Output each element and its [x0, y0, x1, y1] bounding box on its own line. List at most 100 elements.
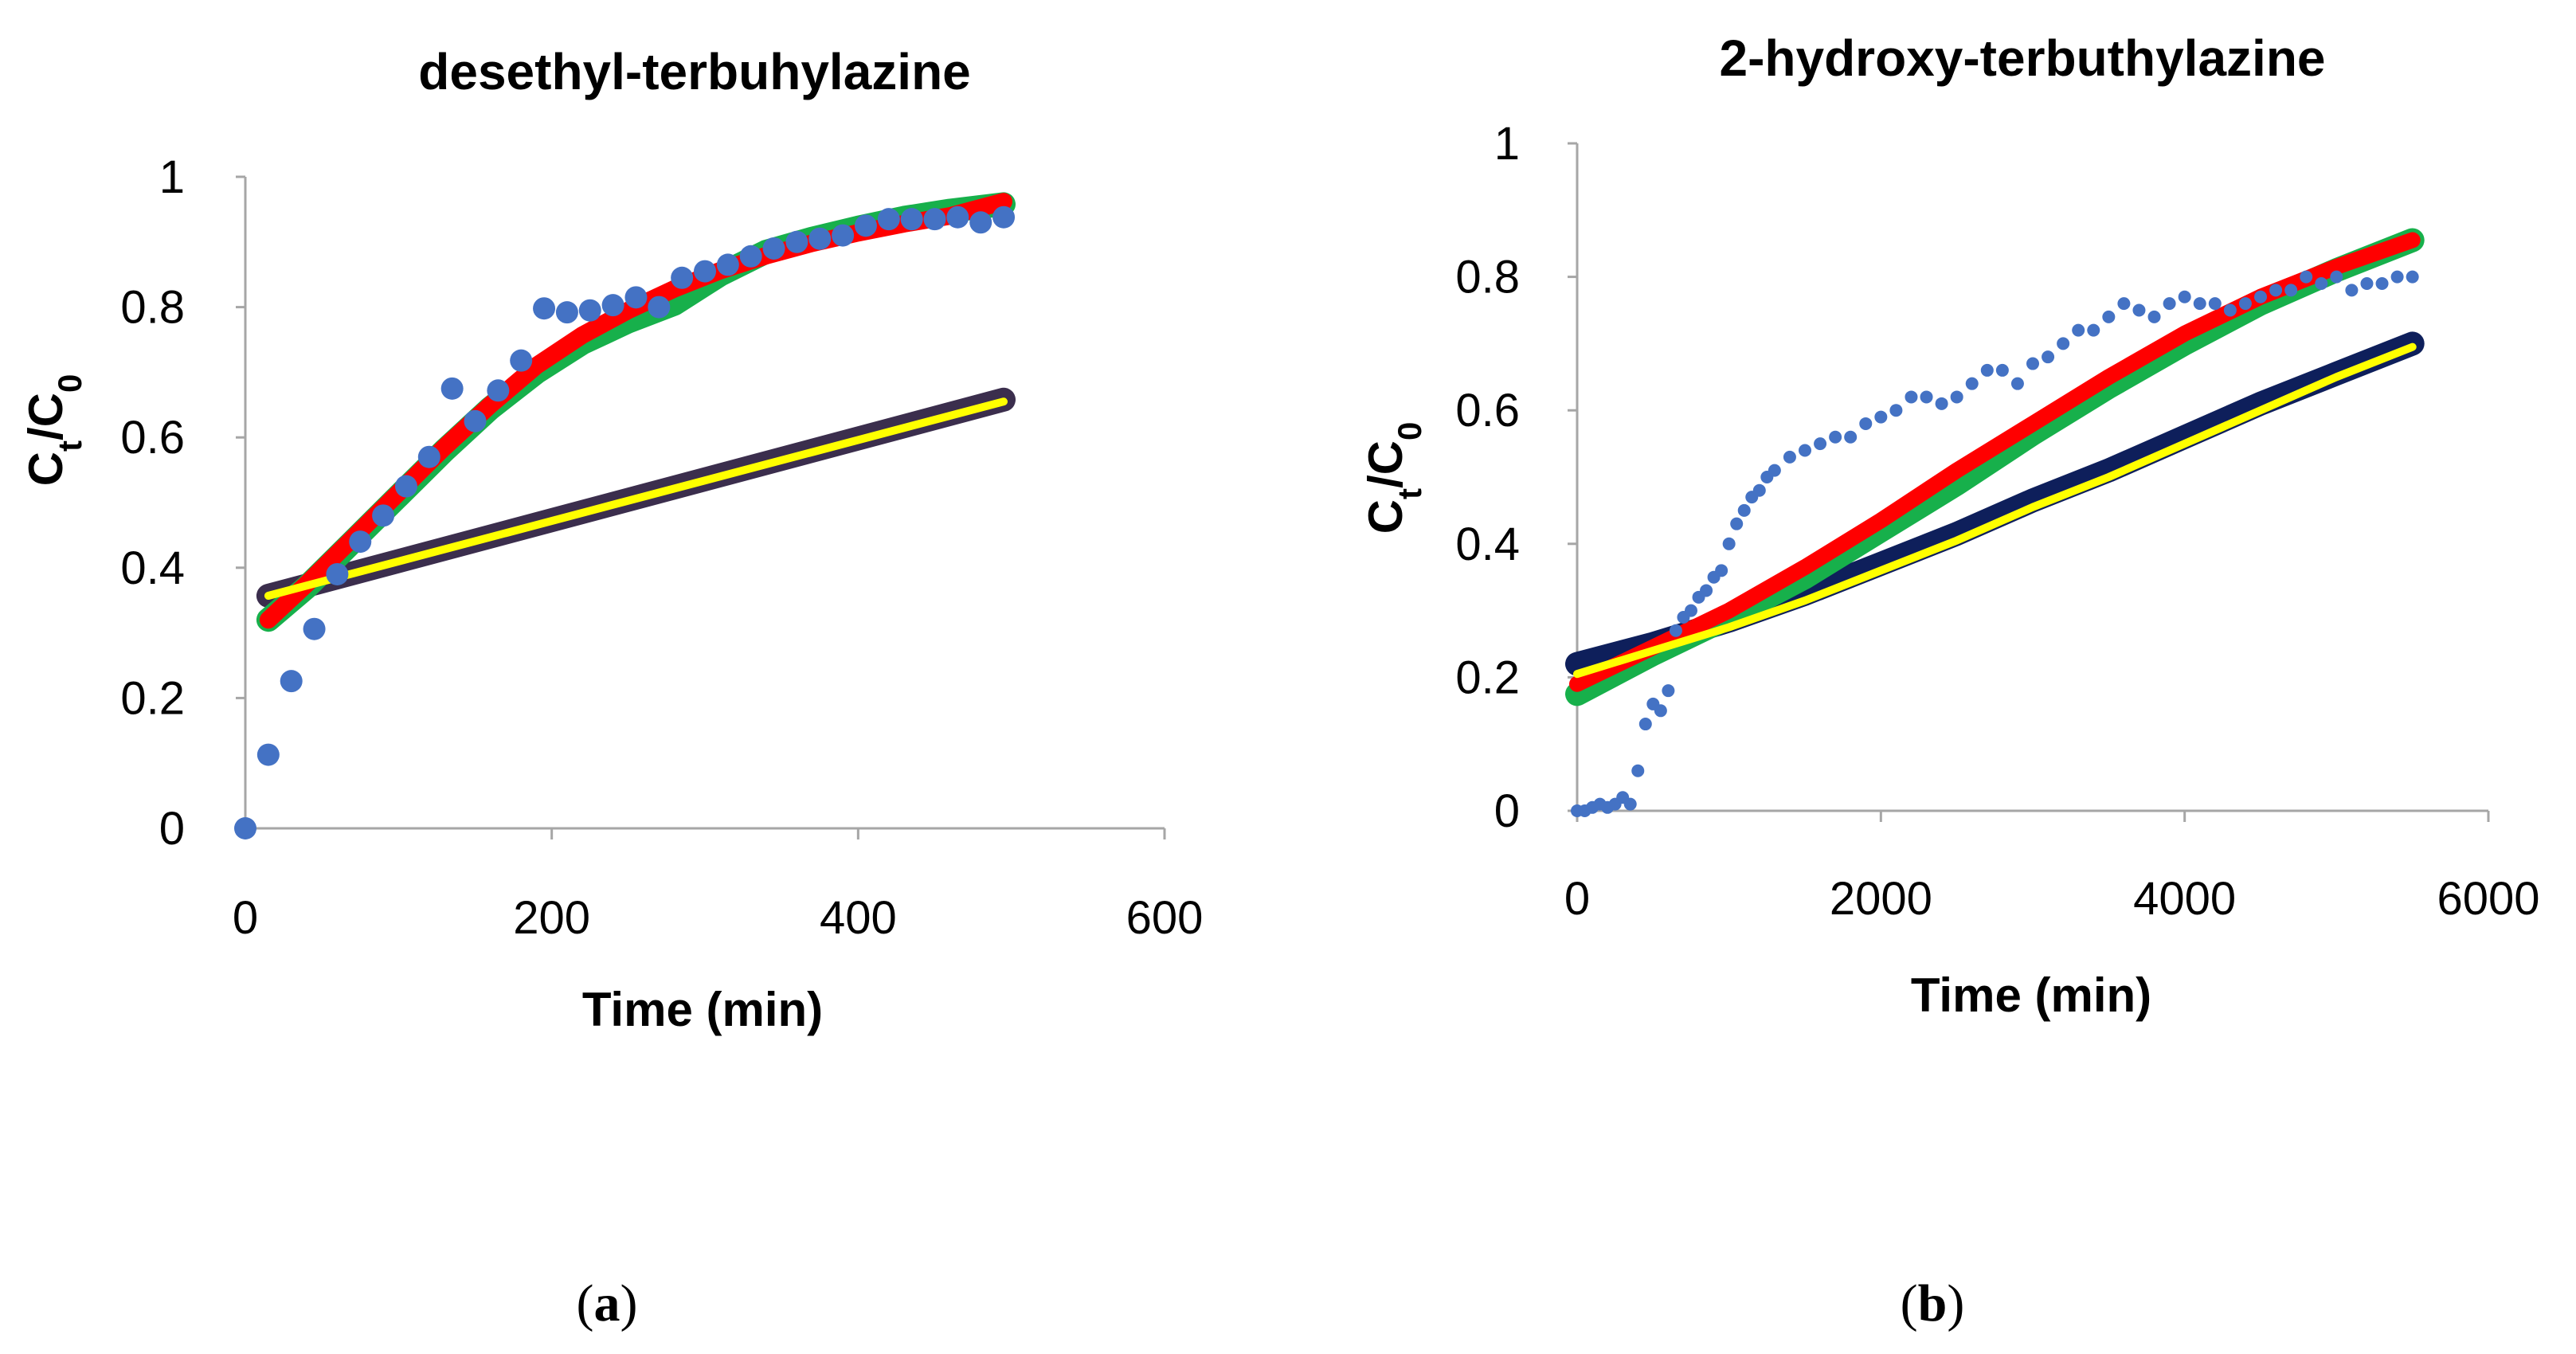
chart-a-y-axis-label-main: C: [19, 452, 72, 486]
chart-a-experimental-point: [808, 227, 832, 250]
chart-b-experimental-point: [2315, 276, 2328, 290]
chart-a-experimental-point: [854, 214, 877, 237]
chart-b-x-tick-label: 6000: [2437, 873, 2539, 925]
chart-b: 2-hydroxy-terbuthylazine Ct/C0 Time (min…: [1359, 29, 2540, 1332]
chart-b-experimental-point: [1623, 797, 1637, 811]
chart-a-experimental-point: [648, 295, 671, 319]
chart-b-experimental-point: [2087, 323, 2100, 337]
chart-a-experimental-point: [992, 205, 1016, 229]
chart-b-experimental-point: [1844, 430, 1858, 444]
chart-b-experimental-point: [2178, 290, 2191, 303]
chart-a-experimental-point: [510, 349, 533, 372]
chart-b-panel-letter: b: [1918, 1274, 1948, 1332]
chart-b-experimental-point: [2330, 270, 2343, 284]
chart-b-experimental-point: [2406, 270, 2419, 284]
chart-a-x-tick-label: 0: [233, 892, 258, 944]
chart-b-experimental-point: [1715, 564, 1728, 577]
chart-a-y-axis-label: Ct/C0: [19, 374, 88, 487]
chart-a: desethyl-terbuhylazine Ct/C0 Time (min) …: [19, 43, 1203, 1332]
chart-a-x-tick-label: 400: [820, 892, 897, 944]
chart-b-experimental-point: [1685, 604, 1697, 617]
chart-b-experimental-point: [1905, 390, 1918, 404]
chart-b-y-tick-label: 1: [1494, 118, 1520, 170]
chart-b-y-axis-label-sep: /C: [1359, 440, 1412, 488]
chart-b-experimental-point: [1920, 390, 1933, 404]
chart-b-experimental-point: [1859, 417, 1873, 430]
chart-a-experimental-point: [946, 205, 969, 229]
chart-b-y-axis-label: Ct/C0: [1359, 422, 1428, 534]
chart-b-plot-area: 0 0.2 0.4 0.6 0.8 1 0 2000 4000 6000: [1455, 118, 2539, 925]
chart-a-panel-label: (a): [577, 1274, 638, 1332]
chart-b-title: 2-hydroxy-terbuthylazine: [1719, 29, 2325, 87]
chart-a-experimental-point: [234, 817, 256, 839]
chart-a-experimental-point: [900, 208, 923, 231]
chart-a-experimental-point: [694, 260, 716, 283]
chart-a-experimental-point: [349, 530, 372, 554]
svg-text:Ct/C0: Ct/C0: [1359, 422, 1428, 534]
chart-a-experimental-point: [394, 475, 417, 498]
chart-b-experimental-point: [2117, 297, 2131, 311]
chart-a-experimental-point: [762, 237, 785, 260]
chart-a-experimental-point: [624, 286, 648, 309]
chart-a-experimental-point: [739, 245, 762, 268]
chart-a-experimental-point: [256, 743, 280, 766]
chart-a-x-tick-label: 200: [513, 892, 590, 944]
chart-b-experimental-point: [2132, 303, 2146, 317]
chart-a-y-tick-label: 0.4: [120, 542, 185, 594]
chart-b-experimental-point: [2223, 303, 2237, 317]
chart-a-experimental-point: [464, 409, 487, 432]
chart-b-panel-label: (b): [1901, 1274, 1965, 1332]
chart-a-experimental-point: [440, 377, 464, 400]
chart-b-experimental-point: [1829, 430, 1842, 444]
chart-b-experimental-point: [1662, 684, 1675, 698]
chart-a-x-axis-label: Time (min): [582, 983, 823, 1036]
chart-b-experimental-point: [2284, 284, 2298, 297]
chart-b-experimental-point: [1889, 404, 1903, 417]
chart-a-experimental-point: [671, 266, 694, 289]
chart-b-experimental-point: [1638, 718, 1652, 731]
chart-b-experimental-point: [1752, 483, 1766, 497]
chart-a-series-wolborska-model: [264, 397, 1008, 600]
chart-b-experimental-point: [1783, 450, 1796, 464]
chart-a-experimental-point: [303, 617, 326, 640]
chart-b-y-axis-label-sub-t: t: [1391, 488, 1428, 499]
chart-a-experimental-point: [487, 379, 510, 402]
chart-a-experimental-point: [923, 208, 946, 231]
chart-a-experimental-point: [578, 299, 601, 322]
chart-b-experimental-point: [1654, 704, 1667, 718]
chart-b-x-tick-label: 2000: [1830, 873, 1932, 925]
chart-b-experimental-point: [1669, 624, 1682, 637]
chart-b-experimental-point: [1965, 377, 1979, 390]
chart-b-experimental-point: [1631, 764, 1645, 777]
chart-b-experimental-point: [1935, 397, 1948, 410]
chart-b-experimental-point: [2390, 270, 2404, 284]
chart-a-experimental-point: [326, 562, 349, 585]
chart-b-experimental-point: [1950, 390, 1963, 404]
chart-b-series-wolborska-model: [1573, 342, 2417, 679]
chart-b-x-axis-label: Time (min): [1911, 969, 2151, 1022]
chart-b-y-tick-label: 0.6: [1455, 385, 1520, 436]
chart-a-y-tick-label: 0.6: [120, 412, 185, 464]
chart-a-plot-area: 0 0.2 0.4 0.6 0.8 1 0 200 400 600: [120, 151, 1203, 944]
chart-a-x-tick-label: 600: [1126, 892, 1204, 944]
chart-b-experimental-point: [2345, 284, 2359, 297]
chart-a-experimental-point: [533, 297, 556, 320]
chart-b-y-tick-label: 0.8: [1455, 252, 1520, 303]
svg-text:Ct/C0: Ct/C0: [19, 374, 88, 487]
chart-a-experimental-point: [785, 230, 808, 253]
chart-b-experimental-point: [2300, 270, 2313, 284]
chart-b-experimental-point: [2163, 297, 2176, 311]
chart-a-experimental-point: [417, 445, 440, 468]
chart-b-experimental-point: [2102, 310, 2116, 323]
chart-a-experimental-point: [601, 294, 624, 317]
chart-b-x-tick-label: 4000: [2133, 873, 2236, 925]
chart-a-y-axis-label-sub-t: t: [51, 440, 88, 452]
chart-b-experimental-point: [1768, 464, 1781, 477]
chart-b-experimental-point: [2375, 276, 2389, 290]
chart-a-y-axis-label-sep: /C: [19, 393, 72, 440]
chart-b-y-axis-label-sub-0: 0: [1391, 422, 1428, 440]
chart-a-experimental-point: [716, 253, 739, 276]
chart-a-experimental-point: [555, 301, 578, 324]
chart-a-experimental-point: [969, 211, 992, 234]
